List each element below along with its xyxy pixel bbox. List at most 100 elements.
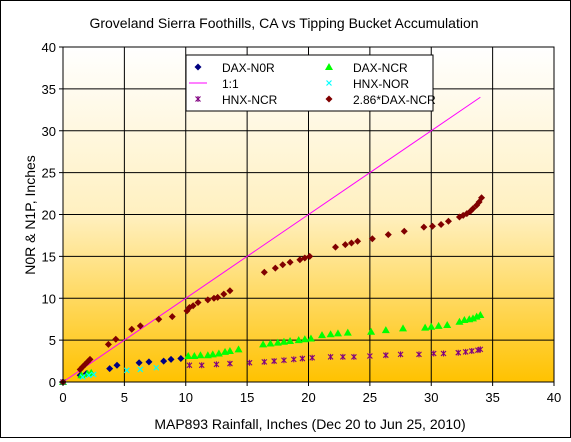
data-point-hnx-ncr bbox=[246, 359, 253, 366]
y-tick-label: 0 bbox=[49, 375, 56, 390]
data-point-2-86-dax-ncr bbox=[271, 264, 279, 272]
data-point-dax-ncr bbox=[234, 345, 243, 353]
data-point-hnx-ncr bbox=[299, 355, 306, 362]
legend-swatch-hnx-ncr bbox=[195, 96, 201, 102]
legend-label-dax-ncr: DAX-NCR bbox=[353, 61, 408, 75]
data-point-2-86-dax-ncr bbox=[306, 252, 314, 260]
data-point-2-86-dax-ncr bbox=[136, 322, 144, 330]
data-point-hnx-ncr bbox=[271, 358, 278, 365]
data-point-2-86-dax-ncr bbox=[368, 235, 376, 243]
data-point-dax-ncr bbox=[381, 326, 390, 334]
data-point-dax-ncr bbox=[399, 324, 408, 332]
data-point-dax-ncr bbox=[367, 327, 376, 335]
data-point-dax-ncr bbox=[266, 339, 275, 347]
data-point-dax-ncr bbox=[434, 321, 443, 329]
data-point-2-86-dax-ncr bbox=[286, 258, 294, 266]
legend-swatch-2-86-dax-ncr bbox=[325, 95, 333, 103]
legend-label-2-86-dax-ncr: 2.86*DAX-NCR bbox=[353, 93, 436, 107]
data-point-2-86-dax-ncr bbox=[400, 227, 408, 235]
data-point-hnx-nor bbox=[79, 374, 86, 380]
data-point-2-86-dax-ncr bbox=[189, 302, 197, 310]
x-axis-label: MAP893 Rainfall, Inches (Dec 20 to Jun 2… bbox=[154, 416, 465, 432]
data-point-dax-ncr bbox=[318, 331, 327, 339]
data-point-dax-ncr bbox=[259, 340, 268, 348]
data-point-2-86-dax-ncr bbox=[128, 325, 136, 333]
y-tick-label: 30 bbox=[42, 124, 56, 139]
data-point-dax-n0r bbox=[167, 355, 175, 363]
data-point-hnx-ncr bbox=[397, 351, 404, 358]
data-point-dax-n0r bbox=[160, 357, 168, 365]
data-point-2-86-dax-ncr bbox=[428, 222, 436, 230]
x-tick-label: 20 bbox=[301, 390, 315, 405]
data-point-hnx-ncr bbox=[213, 361, 220, 368]
data-point-hnx-ncr bbox=[468, 348, 475, 355]
data-point-2-86-dax-ncr bbox=[86, 355, 94, 363]
x-tick-label: 25 bbox=[363, 390, 377, 405]
data-point-hnx-ncr bbox=[227, 360, 233, 367]
data-point-2-86-dax-ncr bbox=[420, 223, 428, 231]
data-point-2-86-dax-ncr bbox=[204, 296, 212, 304]
data-point-hnx-nor bbox=[90, 371, 97, 378]
data-point-dax-ncr bbox=[184, 352, 193, 360]
legend-label-dax-n0r: DAX-N0R bbox=[222, 61, 275, 75]
data-point-dax-ncr bbox=[427, 322, 436, 330]
data-point-hnx-ncr bbox=[366, 353, 373, 360]
data-point-hnx-ncr bbox=[309, 354, 316, 361]
data-point-hnx-ncr bbox=[477, 346, 484, 353]
legend-swatch-hnx-nor bbox=[326, 80, 332, 86]
data-point-2-86-dax-ncr bbox=[226, 287, 234, 295]
data-markers bbox=[59, 194, 486, 386]
data-point-hnx-ncr bbox=[198, 362, 205, 369]
y-tick-label: 25 bbox=[42, 166, 56, 181]
data-point-2-86-dax-ncr bbox=[332, 243, 340, 251]
y-tick-label: 15 bbox=[42, 249, 56, 264]
data-point-hnx-ncr bbox=[186, 362, 193, 369]
data-point-hnx-ncr bbox=[261, 358, 268, 365]
data-point-dax-n0r bbox=[145, 358, 153, 366]
data-point-hnx-ncr bbox=[455, 349, 462, 356]
y-tick-label: 10 bbox=[42, 291, 56, 306]
data-point-hnx-ncr bbox=[440, 350, 447, 357]
y-tick-label: 40 bbox=[42, 40, 56, 55]
data-point-dax-ncr bbox=[326, 330, 335, 338]
data-point-2-86-dax-ncr bbox=[469, 205, 477, 213]
x-tick-label: 0 bbox=[59, 390, 66, 405]
data-point-dax-ncr bbox=[279, 337, 288, 345]
series-lines bbox=[62, 96, 481, 383]
y-tick-label: 35 bbox=[42, 82, 56, 97]
data-point-dax-n0r bbox=[106, 365, 114, 373]
x-tick-label: 10 bbox=[179, 390, 193, 405]
y-axis-ticks: 0 5 10 15 20 25 30 35 40 bbox=[42, 40, 63, 390]
data-point-hnx-ncr bbox=[351, 353, 357, 360]
data-point-dax-ncr bbox=[208, 350, 217, 358]
chart-title: Groveland Sierra Foothills, CA vs Tippin… bbox=[89, 15, 478, 31]
y-axis-label: N0R & N1P, Inches bbox=[22, 155, 38, 275]
data-point-dax-ncr bbox=[214, 349, 223, 357]
data-point-hnx-ncr bbox=[339, 353, 346, 360]
x-tick-label: 30 bbox=[424, 390, 438, 405]
x-tick-label: 40 bbox=[547, 390, 561, 405]
data-point-2-86-dax-ncr bbox=[104, 340, 112, 348]
data-point-dax-n0r bbox=[113, 361, 121, 369]
legend-swatch-dax-n0r bbox=[194, 63, 202, 71]
legend-box bbox=[185, 54, 434, 112]
y-tick-label: 20 bbox=[42, 208, 56, 223]
data-point-dax-ncr bbox=[421, 323, 430, 331]
data-point-dax-ncr bbox=[225, 347, 234, 355]
data-point-2-86-dax-ncr bbox=[354, 237, 362, 245]
data-point-2-86-dax-ncr bbox=[112, 335, 120, 343]
data-point-dax-ncr bbox=[190, 352, 199, 360]
data-point-hnx-nor bbox=[153, 364, 160, 371]
data-point-hnx-ncr bbox=[382, 352, 389, 359]
data-point-hnx-ncr bbox=[430, 350, 437, 357]
data-point-hnx-ncr bbox=[416, 351, 422, 358]
data-point-2-86-dax-ncr bbox=[384, 231, 392, 239]
data-point-2-86-dax-ncr bbox=[194, 298, 202, 306]
data-point-dax-n0r bbox=[177, 355, 185, 363]
data-point-hnx-ncr bbox=[462, 348, 469, 355]
data-point-hnx-ncr bbox=[290, 356, 297, 363]
series-line-1-1 bbox=[62, 96, 481, 383]
y-tick-label: 5 bbox=[49, 333, 56, 348]
x-tick-label: 35 bbox=[485, 390, 499, 405]
